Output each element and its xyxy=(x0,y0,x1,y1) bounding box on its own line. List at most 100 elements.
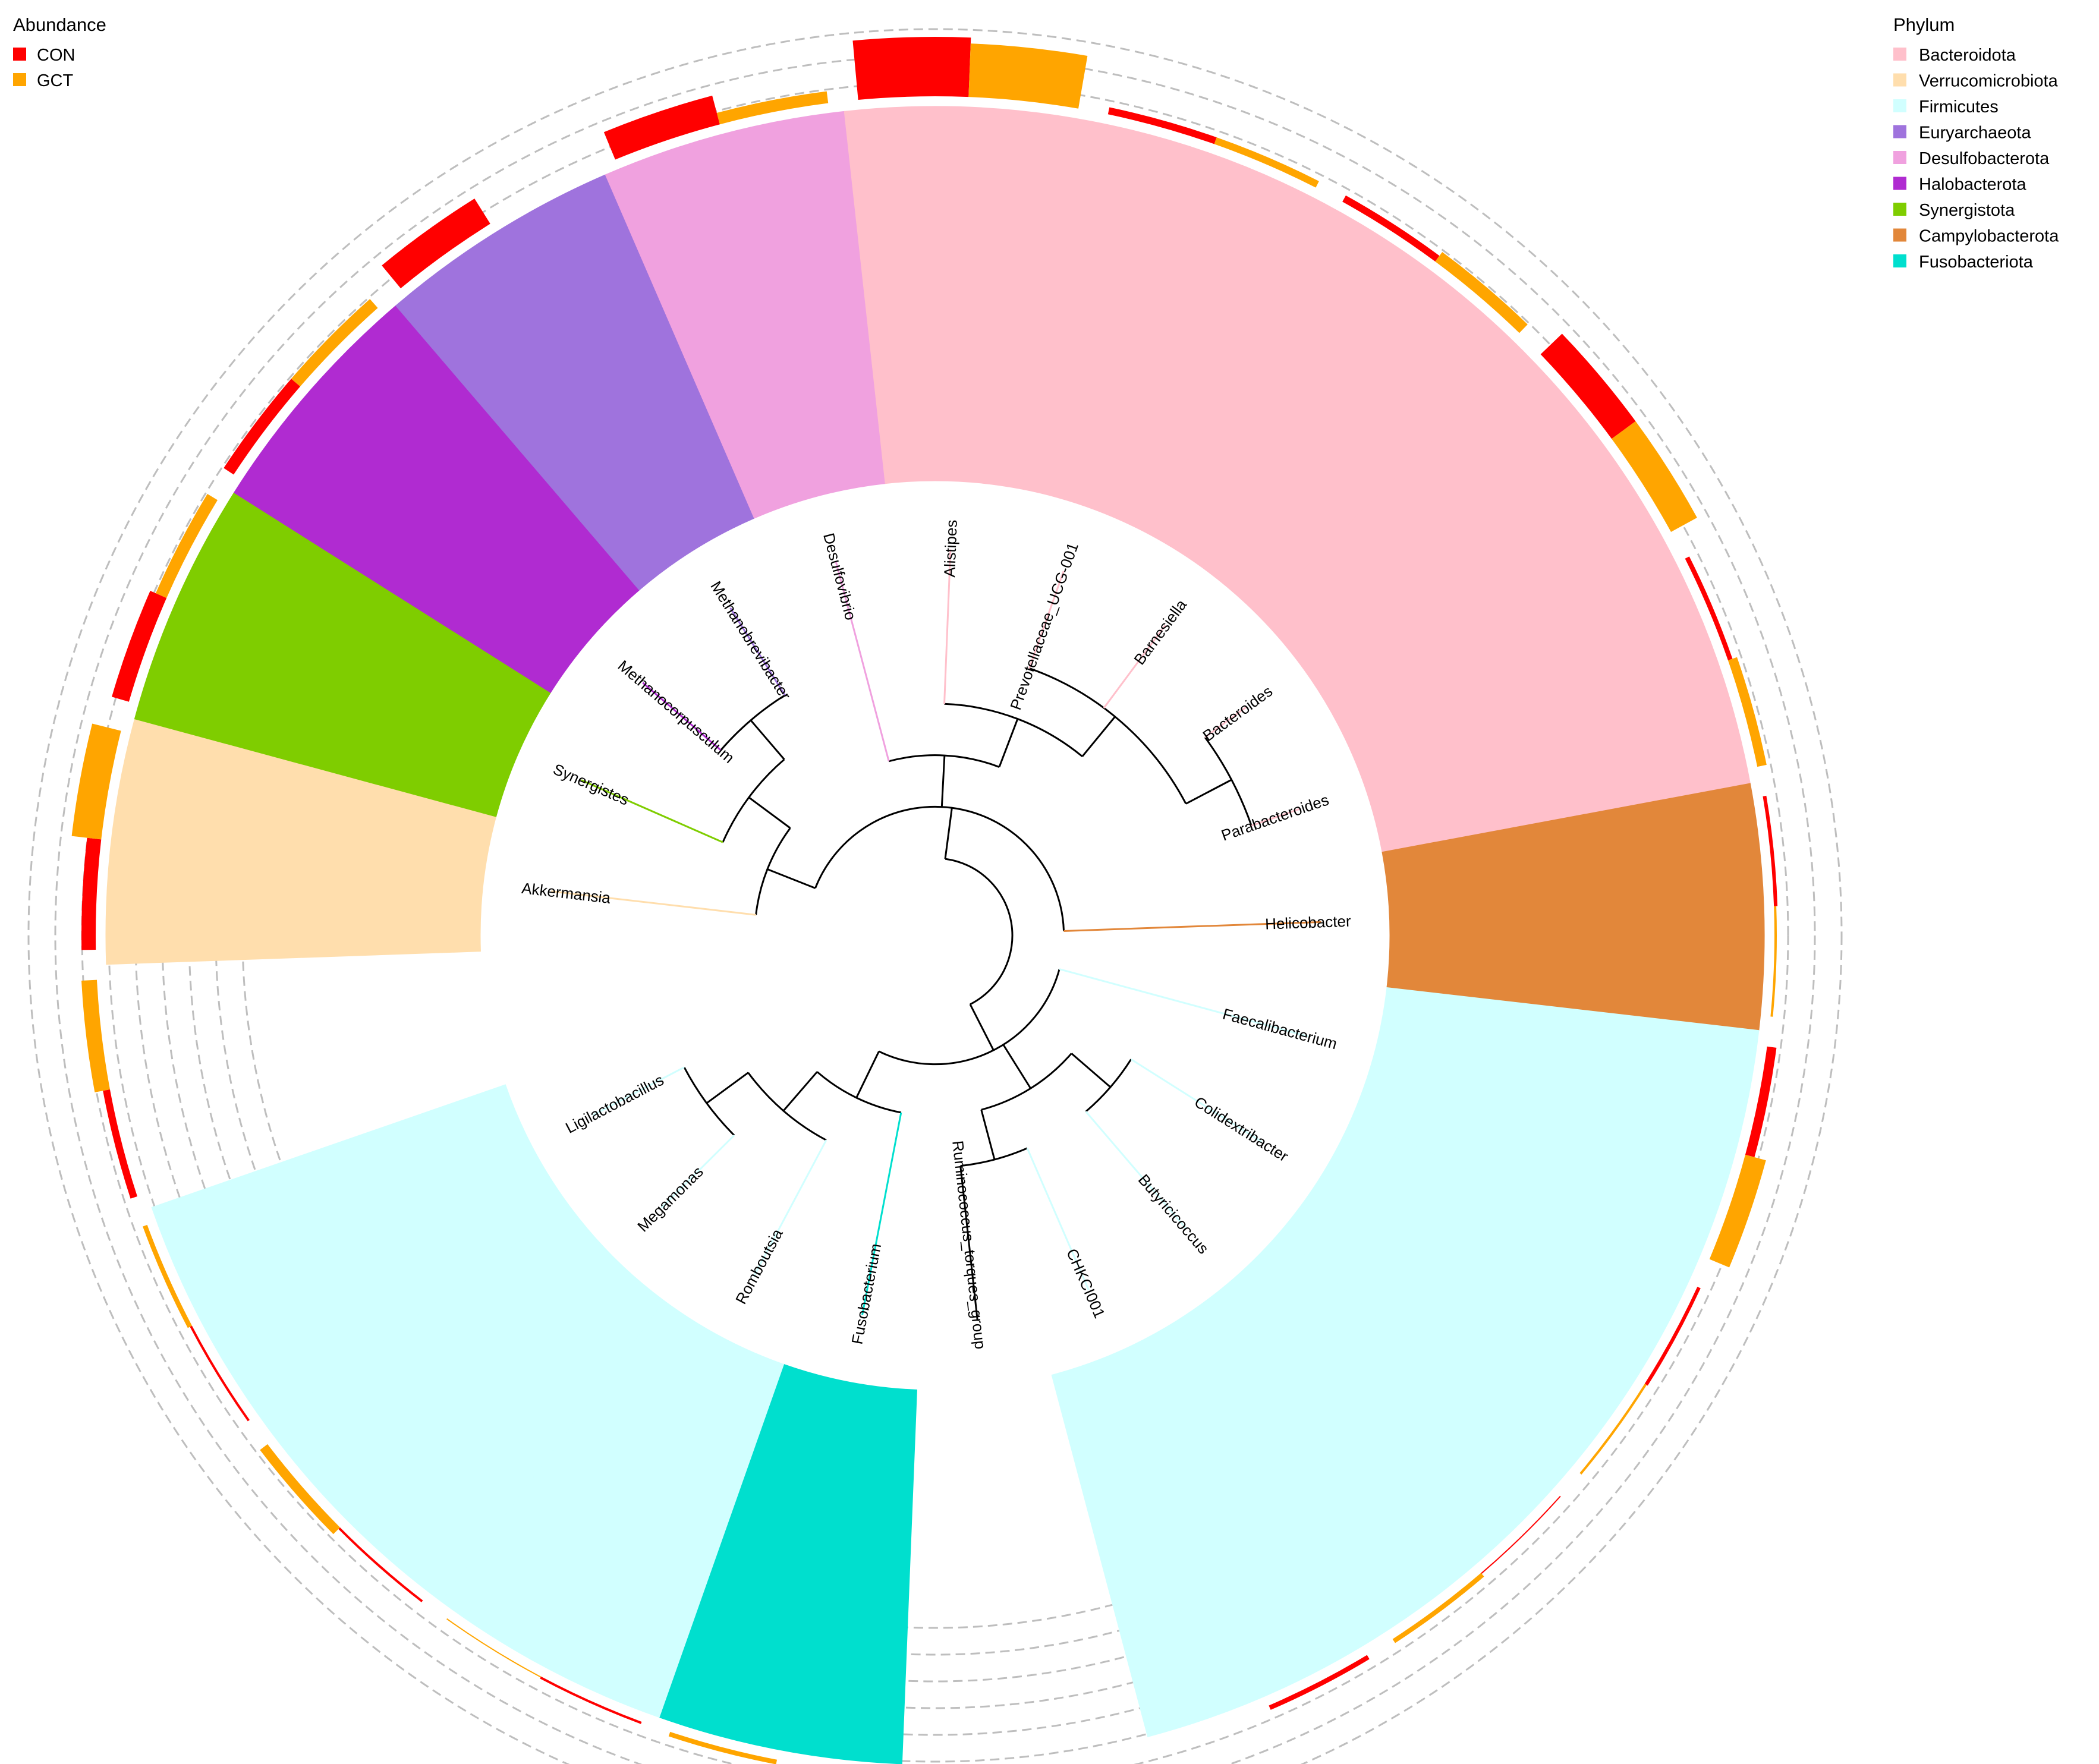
tree-branch-edge xyxy=(1002,1044,1032,1089)
tree-branch-edge xyxy=(1059,968,1308,1038)
genus-label-fusobacterium: Fusobacterium xyxy=(848,1242,885,1346)
phylum-legend-title: Phylum xyxy=(1893,14,1955,35)
phylum-label-euryarchaeota: Euryarchaeota xyxy=(1919,124,2031,143)
bar-con-colidextribacter xyxy=(1644,1286,1701,1386)
tree-branch-edge xyxy=(706,1072,749,1104)
bar-gct-ligilactobacillus_pad xyxy=(81,979,110,1092)
tree-branch-edge xyxy=(1026,1148,1090,1291)
phylum-label-desulfobacterota: Desulfobacterota xyxy=(1919,149,2050,168)
bar-con-helicobacter xyxy=(1763,795,1778,906)
tree-branch-arc xyxy=(981,1053,1072,1111)
bar-con-prevotellaceae_ucg-001 xyxy=(1107,107,1217,144)
abundance-legend: Abundance CON GCT xyxy=(13,14,106,90)
tree-branch-edge xyxy=(1204,706,1247,738)
tree-branch-arc xyxy=(945,858,1014,1006)
phylum-label-fusobacteriota: Fusobacteriota xyxy=(1919,253,2034,272)
phylum-label-bacteroidota: Bacteroidota xyxy=(1919,46,2016,65)
tree-branch-edge xyxy=(855,1051,880,1098)
phylum-label-verrucomicrobiota: Verrucomicrobiota xyxy=(1919,72,2059,91)
tree-branch-edge xyxy=(750,719,785,760)
genus-label-methanocorpusculum: Methanocorpusculum xyxy=(615,657,738,767)
bar-gct-methanocorpusculum xyxy=(291,299,378,387)
bar-con-butyricicoccus xyxy=(1481,1495,1561,1574)
tree-branch-arc xyxy=(1085,1059,1132,1113)
tree-branch-edge xyxy=(1251,808,1301,827)
legend-label-gct: GCT xyxy=(37,71,74,90)
bar-con-akkermansia xyxy=(81,837,102,950)
bar-gct-synergistes xyxy=(155,493,218,598)
bar-gct-akkermansia xyxy=(71,723,121,840)
bar-gct-fusobacterium xyxy=(668,1731,778,1764)
tree-branch-edge xyxy=(944,808,953,859)
bar-con-faecalibacterium xyxy=(1745,1046,1777,1158)
bar-con-methanocorpusculum xyxy=(224,379,301,475)
tree-branch-edge xyxy=(980,1109,996,1160)
bar-gct-barnesiella xyxy=(1435,251,1528,333)
phylum-swatch-euryarchaeota xyxy=(1893,125,1906,138)
bar-con-romboutsia xyxy=(540,1676,642,1724)
tree-branch-arc xyxy=(960,1147,1028,1167)
tree-branch-arc xyxy=(1029,667,1187,805)
bar-gct-prevotellaceae_ucg-001 xyxy=(1214,137,1319,188)
phylum-sectors xyxy=(105,106,1765,1764)
tree-branch-arc xyxy=(944,703,1083,757)
tree-branch-edge xyxy=(753,1139,827,1277)
tree-branch-edge xyxy=(551,890,756,916)
phylum-swatch-bacteroidota xyxy=(1893,48,1906,61)
bar-con-megamonas xyxy=(338,1527,423,1602)
genus-labels: Akkermansia SynergistesMethanocorpusculum… xyxy=(521,519,1352,1350)
tree-branch-arc xyxy=(816,1071,902,1114)
bar-gct-desulfovibrio xyxy=(716,91,829,125)
genus-label-parabacteroides: Parabacteroides xyxy=(1219,790,1332,844)
phylum-legend: Phylum Bacteroidota Verrucomicrobiota Firm… xyxy=(1893,14,2059,272)
tree-branch-edge xyxy=(1185,779,1232,805)
genus-label-alistipes: Alistipes xyxy=(940,519,961,578)
genus-label-synergistes: Synergistes xyxy=(550,760,631,809)
tree-branch-edge xyxy=(998,719,1019,768)
tree-branch-arc xyxy=(878,969,1060,1066)
tree-branch-arc xyxy=(755,827,791,915)
tree-branch-edge xyxy=(1063,921,1321,932)
bar-gct-colidextribacter xyxy=(1579,1384,1647,1475)
bar-con-alistipes xyxy=(852,36,971,100)
grid-ring xyxy=(27,28,1843,1764)
tree-branches xyxy=(551,549,1321,1320)
grid-ring xyxy=(54,55,1816,1764)
phylum-swatch-firmicutes xyxy=(1893,99,1906,112)
genus-label-megamonas: Megamonas xyxy=(634,1163,707,1235)
bar-gct-ligilactobacillus xyxy=(143,1224,192,1328)
bar-gct-alistipes xyxy=(968,43,1088,109)
genus-label-ligilactobacillus: Ligilactobacillus xyxy=(562,1071,666,1137)
phylum-swatch-synergistota xyxy=(1893,203,1906,216)
bar-con-synergistes xyxy=(112,591,167,702)
genus-label-butyricicoccus: Butyricicoccus xyxy=(1135,1171,1213,1258)
bar-gct-helicobacter xyxy=(1770,906,1777,1017)
tree-branch-arc xyxy=(720,694,786,751)
tree-branch-edge xyxy=(943,549,952,704)
tree-branch-edge xyxy=(767,868,816,889)
bar-con-desulfovibrio xyxy=(603,95,720,160)
tree-branch-edge xyxy=(642,682,722,751)
legend-label-con: CON xyxy=(37,46,75,65)
abundance-bars xyxy=(71,36,1778,1764)
tree-branch-edge xyxy=(748,796,791,829)
tree-branch-edge xyxy=(1081,716,1116,757)
bar-gct-bacteroides xyxy=(1612,421,1697,532)
genus-label-barnesiella: Barnesiella xyxy=(1130,596,1190,668)
phylum-label-halobacterota: Halobacterota xyxy=(1919,175,2026,194)
tree-branch-arc xyxy=(722,758,785,843)
bar-con-ligilactobacillus_pad xyxy=(103,1089,137,1199)
bar-gct-butyricicoccus xyxy=(1392,1573,1484,1643)
phylum-label-campylobacterota: Campylobacterota xyxy=(1919,227,2059,246)
sector-chkci001 xyxy=(1051,1321,1375,1737)
bar-con-parabacteroides xyxy=(1685,556,1733,660)
tree-branch-edge xyxy=(592,1066,685,1116)
bar-gct-parabacteroides xyxy=(1727,657,1767,767)
tree-branch-arc xyxy=(1204,736,1253,826)
tree-branch-edge xyxy=(835,562,890,762)
tree-branch-edge xyxy=(1028,571,1065,669)
tree-branch-edge xyxy=(1130,1059,1263,1143)
bar-con-barnesiella xyxy=(1342,195,1440,262)
genus-label-ruminococcus_torques_group: Ruminococcus_torques_group xyxy=(949,1140,989,1350)
